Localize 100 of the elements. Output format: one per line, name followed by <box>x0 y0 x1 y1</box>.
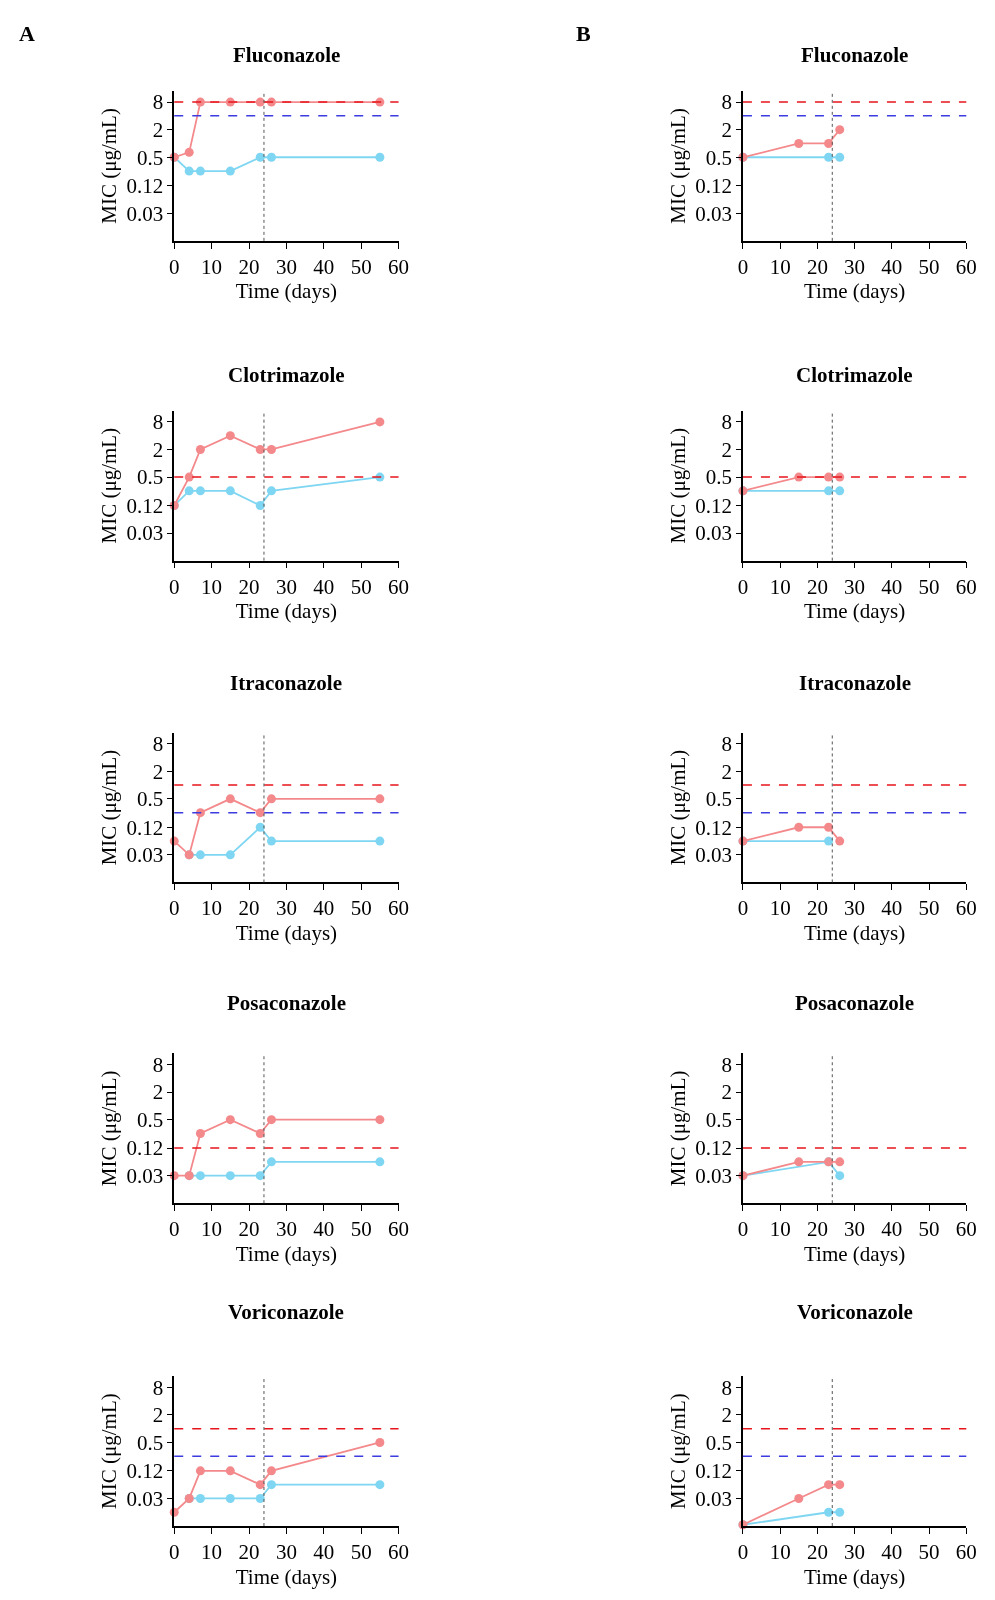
point <box>266 1115 276 1125</box>
point <box>824 1480 834 1490</box>
y-tick-label: 8 <box>152 90 164 115</box>
chart-title: Fluconazole <box>801 43 909 67</box>
x-tick-label: 20 <box>238 1217 260 1242</box>
y-tick-label: 0.03 <box>126 1164 164 1189</box>
x-tick-label: 0 <box>168 896 180 921</box>
y-tick-label: 0.5 <box>137 1108 164 1133</box>
x-tick-label: 20 <box>806 254 828 279</box>
y-tick-label: 0.12 <box>695 815 732 840</box>
x-tick-label: 30 <box>275 896 297 921</box>
point <box>375 836 385 846</box>
y-tick-label: 8 <box>721 410 732 435</box>
point <box>195 850 205 860</box>
y-tick-label: 8 <box>721 732 732 757</box>
point <box>195 444 205 454</box>
x-tick-label: 0 <box>737 574 749 599</box>
point <box>266 152 276 162</box>
y-tick-label: 0.5 <box>705 145 732 170</box>
x-tick-label: 40 <box>881 1540 903 1564</box>
x-tick-label: 0 <box>737 1217 749 1242</box>
point <box>375 1157 385 1167</box>
y-axis-title: MIC (μg/mL) <box>665 108 690 224</box>
point <box>266 1466 276 1476</box>
x-tick-label: 40 <box>313 574 335 599</box>
x-axis-title: Time (days) <box>235 1564 338 1589</box>
point <box>225 166 235 176</box>
y-tick-label: 2 <box>152 759 164 784</box>
y-axis-title: MIC (μg/mL) <box>665 1393 690 1509</box>
y-tick-label: 0.12 <box>126 815 164 840</box>
y-axis-title: MIC (μg/mL) <box>665 749 690 866</box>
y-axis-title: MIC (μg/mL) <box>97 108 122 224</box>
x-tick-label: 10 <box>769 254 791 279</box>
x-tick-label: 10 <box>769 574 791 599</box>
x-tick-label: 10 <box>769 896 791 921</box>
x-tick-label: 20 <box>238 896 260 921</box>
point <box>225 486 235 496</box>
point <box>225 1171 235 1181</box>
point <box>794 1493 804 1503</box>
y-axis-title: MIC (μg/mL) <box>97 749 122 866</box>
x-tick-label: 10 <box>201 896 223 921</box>
point <box>375 1115 385 1125</box>
point <box>255 1128 265 1138</box>
y-tick-label: 0.12 <box>126 493 164 518</box>
y-tick-label: 2 <box>152 437 164 462</box>
point <box>266 836 276 846</box>
x-tick-label: 50 <box>350 896 372 921</box>
y-tick-label: 0.5 <box>705 465 732 490</box>
x-tick-label: 50 <box>350 254 372 279</box>
x-tick-label: 60 <box>388 1217 410 1242</box>
chart-title: Posaconazole <box>227 991 346 1015</box>
point <box>225 1466 235 1476</box>
x-tick-label: 30 <box>275 1540 297 1564</box>
x-tick-label: 30 <box>844 254 866 279</box>
y-tick-label: 0.12 <box>126 174 164 199</box>
chart-title: Voriconazole <box>797 1300 913 1324</box>
x-axis-title: Time (days) <box>803 921 906 946</box>
y-tick-label: 0.5 <box>705 787 732 812</box>
point <box>225 431 235 441</box>
y-tick-label: 0.5 <box>137 1430 164 1455</box>
x-tick-label: 40 <box>313 896 335 921</box>
y-tick-label: 0.12 <box>695 493 732 518</box>
y-tick-label: 2 <box>721 1080 732 1105</box>
point <box>375 1480 385 1490</box>
x-axis-title: Time (days) <box>235 1241 338 1266</box>
point <box>835 1480 845 1490</box>
x-tick-label: 20 <box>238 1540 260 1564</box>
x-tick-label: 20 <box>806 1540 828 1564</box>
point <box>255 500 265 510</box>
x-tick-label: 50 <box>918 574 940 599</box>
x-tick-label: 10 <box>201 254 223 279</box>
x-tick-label: 0 <box>737 254 749 279</box>
y-tick-label: 0.5 <box>705 1430 732 1455</box>
x-tick-label: 0 <box>168 574 180 599</box>
text: A <box>19 21 35 46</box>
y-tick-label: 2 <box>152 118 164 143</box>
point <box>195 1171 205 1181</box>
point <box>266 1480 276 1490</box>
y-tick-label: 8 <box>721 1052 732 1077</box>
x-tick-label: 20 <box>806 574 828 599</box>
point <box>225 1493 235 1503</box>
x-tick-label: 30 <box>844 896 866 921</box>
text: B <box>576 21 591 46</box>
y-tick-label: 2 <box>721 437 732 462</box>
chart-title: Clotrimazole <box>228 363 345 387</box>
x-tick-label: 50 <box>350 574 372 599</box>
y-tick-label: 0.03 <box>695 843 732 868</box>
x-tick-label: 30 <box>844 1217 866 1242</box>
x-tick-label: 20 <box>806 1217 828 1242</box>
y-tick-label: 0.03 <box>695 201 732 226</box>
x-tick-label: 10 <box>201 1217 223 1242</box>
x-tick-label: 20 <box>238 254 260 279</box>
x-axis-title: Time (days) <box>235 279 338 304</box>
x-tick-label: 50 <box>350 1540 372 1564</box>
x-tick-label: 10 <box>769 1217 791 1242</box>
x-axis-title: Time (days) <box>235 599 338 624</box>
x-tick-label: 30 <box>844 574 866 599</box>
y-tick-label: 8 <box>721 90 732 115</box>
y-tick-label: 0.03 <box>695 521 732 546</box>
x-tick-label: 60 <box>955 1217 977 1242</box>
